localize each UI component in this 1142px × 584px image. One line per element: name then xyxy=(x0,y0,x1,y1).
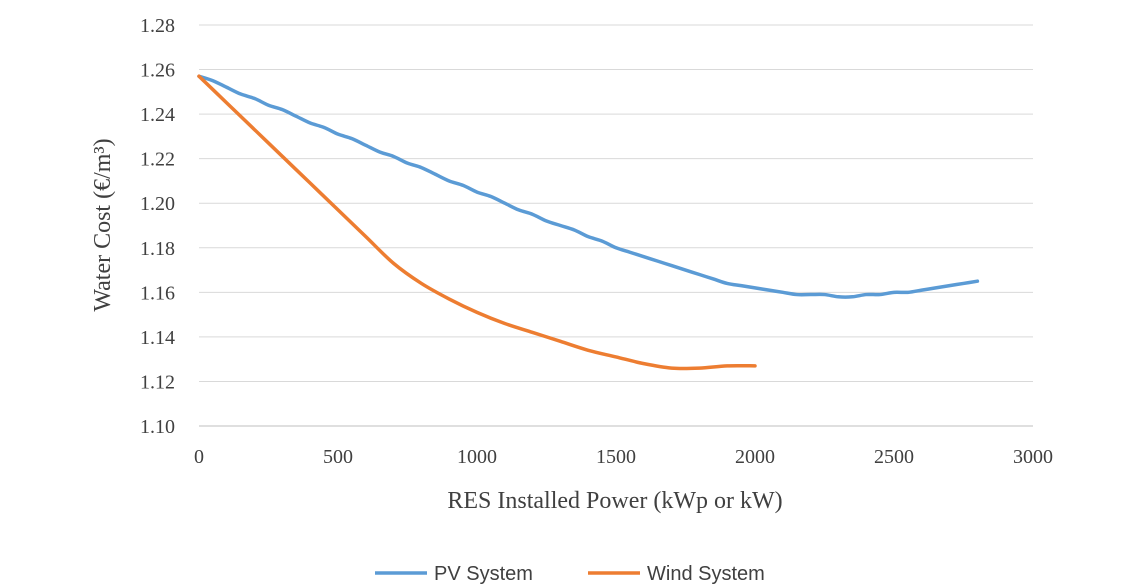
y-tick-labels: 1.10 1.12 1.14 1.16 1.18 1.20 1.22 1.24 1.26 1.28 xyxy=(140,15,175,438)
x-axis-title: RES Installed Power (kWp or kW) xyxy=(447,488,782,514)
legend-label-pv-system: PV System xyxy=(434,563,533,584)
y-tick-label: 1.18 xyxy=(140,238,175,260)
x-tick-label: 1500 xyxy=(596,446,636,468)
y-axis-title: Water Cost (€/m³) xyxy=(90,138,116,311)
y-tick-label: 1.24 xyxy=(140,104,175,126)
x-tick-label: 2000 xyxy=(735,446,775,468)
series-lines xyxy=(197,74,980,371)
gridlines xyxy=(199,24,1033,382)
x-tick-label: 2500 xyxy=(874,446,914,468)
y-tick-label: 1.26 xyxy=(140,60,175,82)
y-tick-label: 1.12 xyxy=(140,371,175,393)
y-tick-label: 1.20 xyxy=(140,193,175,215)
y-tick-label: 1.16 xyxy=(140,282,175,304)
y-tick-label: 1.10 xyxy=(140,416,175,438)
x-tick-label: 1000 xyxy=(457,446,497,468)
y-tick-label: 1.14 xyxy=(140,327,175,349)
x-tick-label: 3000 xyxy=(1013,446,1053,468)
series-line-wind-system xyxy=(197,74,757,371)
legend: PV System Wind System xyxy=(375,563,765,584)
y-tick-label: 1.22 xyxy=(140,149,175,171)
x-tick-label: 500 xyxy=(323,446,353,468)
legend-label-wind-system: Wind System xyxy=(647,563,765,584)
x-tick-labels: 0 500 1000 1500 2000 2500 3000 xyxy=(194,446,1053,468)
x-tick-label: 0 xyxy=(194,446,204,468)
series-line-pv-system xyxy=(197,74,980,299)
y-tick-label: 1.28 xyxy=(140,15,175,37)
